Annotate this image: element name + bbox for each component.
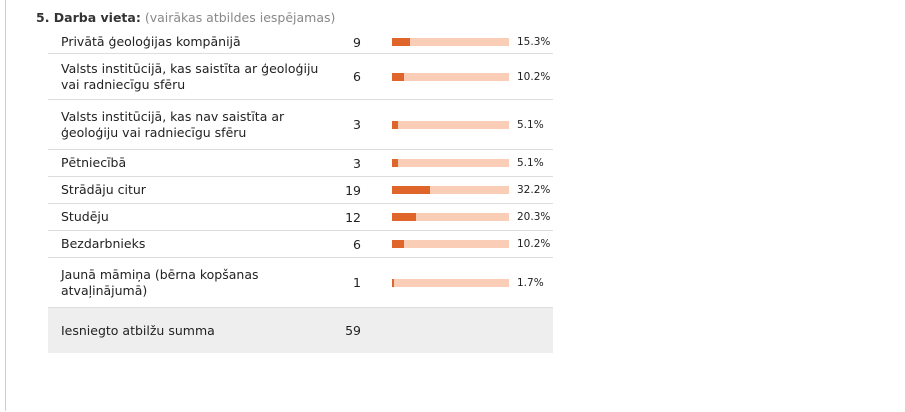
bar bbox=[392, 186, 430, 194]
result-row: Privātā ģeoloģijas kompānijā 9 15.3% bbox=[48, 31, 553, 54]
total-label: Iesniegto atbilžu summa bbox=[61, 322, 215, 338]
count: 9 bbox=[353, 34, 361, 50]
percent-label: 32.2% bbox=[517, 184, 551, 196]
count: 3 bbox=[353, 155, 361, 171]
result-row: Bezdarbnieks 6 10.2% bbox=[48, 231, 553, 258]
bar-track bbox=[392, 120, 509, 129]
option-label: Valsts institūcijā, kas nav saistīta ar … bbox=[61, 108, 285, 140]
option-label: Studēju bbox=[61, 209, 109, 224]
bar bbox=[392, 213, 416, 221]
bar-track bbox=[392, 240, 509, 248]
option-label: Bezdarbnieks bbox=[61, 236, 146, 251]
results: Privātā ģeoloģijas kompānijā 9 15.3% Valsts… bbox=[48, 31, 553, 353]
result-row: Strādāju citur 19 32.2% bbox=[48, 177, 553, 204]
percent-label: 5.1% bbox=[517, 157, 544, 169]
bar bbox=[392, 240, 404, 248]
bar bbox=[392, 38, 410, 46]
option-label: Pētniecībā bbox=[61, 155, 127, 170]
percent-label: 1.7% bbox=[517, 276, 544, 289]
result-row: Pētniecībā 3 5.1% bbox=[48, 150, 553, 177]
bar-track bbox=[392, 159, 509, 167]
percent-label: 10.2% bbox=[517, 70, 551, 83]
option-label: Valsts institūcijā, kas saistīta ar ģeol… bbox=[61, 60, 319, 92]
result-row: Valsts institūcijā, kas nav saistīta ar … bbox=[48, 100, 553, 150]
title: 5. Darba vieta: bbox=[36, 10, 141, 25]
bar-track bbox=[392, 278, 509, 287]
count: 6 bbox=[353, 236, 361, 252]
bar bbox=[392, 72, 404, 81]
percent-label: 5.1% bbox=[517, 118, 544, 131]
count: 6 bbox=[353, 69, 361, 84]
percent-label: 20.3% bbox=[517, 211, 551, 223]
bar-track bbox=[392, 186, 509, 194]
result-row: Valsts institūcijā, kas saistīta ar ģeol… bbox=[48, 54, 553, 100]
percent-label: 15.3% bbox=[517, 36, 551, 48]
count: 3 bbox=[353, 117, 361, 132]
total-count: 59 bbox=[345, 323, 361, 338]
bar-track bbox=[392, 38, 509, 46]
bar-track bbox=[392, 72, 509, 81]
count: 19 bbox=[345, 182, 361, 198]
option-label: Privātā ģeoloģijas kompānijā bbox=[61, 34, 241, 49]
result-row: Studēju 12 20.3% bbox=[48, 204, 553, 231]
option-label: Strādāju citur bbox=[61, 182, 146, 197]
question: 5. Darba vieta: (vairākas atbildes iespē… bbox=[36, 10, 335, 25]
option-label: Jaunā māmiņa (bērna kopšanas atvaļinājum… bbox=[61, 266, 259, 298]
count: 1 bbox=[353, 275, 361, 290]
bar bbox=[392, 120, 398, 129]
panel: 5. Darba vieta: (vairākas atbildes iespē… bbox=[5, 0, 903, 411]
bar-track bbox=[392, 213, 509, 221]
count: 12 bbox=[345, 209, 361, 225]
bar bbox=[392, 278, 394, 287]
percent-label: 10.2% bbox=[517, 238, 551, 250]
result-row: Jaunā māmiņa (bērna kopšanas atvaļinājum… bbox=[48, 258, 553, 308]
bar bbox=[392, 159, 398, 167]
total-row: Iesniegto atbilžu summa 59 bbox=[48, 308, 553, 353]
subtitle: (vairākas atbildes iespējamas) bbox=[144, 10, 336, 25]
